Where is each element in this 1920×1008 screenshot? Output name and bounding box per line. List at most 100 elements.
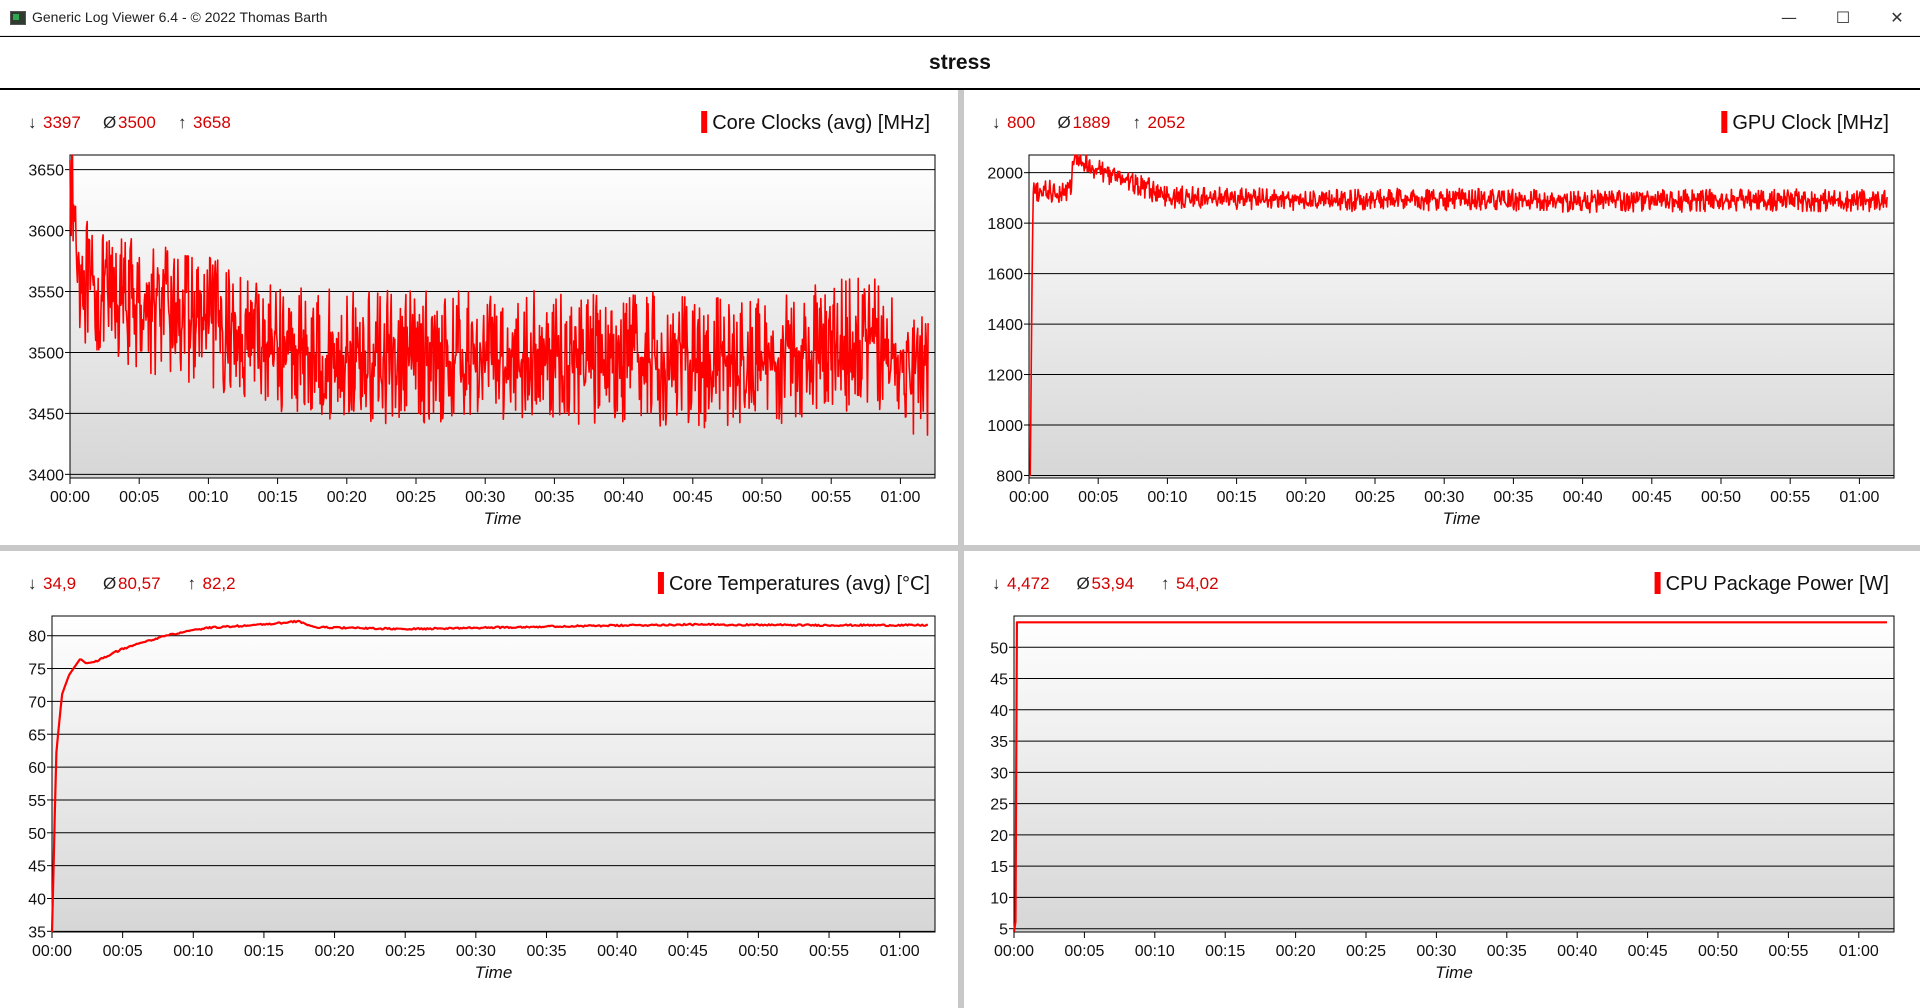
x-tick-label: 00:40 [1563, 489, 1603, 506]
series-line-core-clocks-avg-mhz [69, 154, 929, 436]
x-tick-label: 00:25 [385, 943, 425, 960]
x-tick-label: 00:15 [244, 943, 284, 960]
x-tick-label: 00:10 [173, 943, 213, 960]
chart-svg: ↓ 800 Ø 1889 ↑ 2052 GPU Clock [MHz] 800 1000 1200… [987, 111, 1895, 528]
chart-title: GPU Clock [MHz] [1732, 112, 1889, 134]
y-tick-label: 55 [28, 793, 46, 810]
x-tick-label: 00:50 [1701, 489, 1741, 506]
x-tick-label: 00:05 [103, 943, 143, 960]
y-tick-label: 25 [990, 797, 1008, 814]
x-tick-label: 00:35 [526, 943, 566, 960]
x-tick-label: 00:30 [465, 489, 505, 506]
stat-min-value: 3397 [43, 113, 81, 132]
stat-max-value: 2052 [1148, 113, 1186, 132]
x-tick-label: 00:05 [119, 489, 159, 506]
series-line-gpu-clock-mhz [1028, 154, 1888, 477]
x-tick-label: 00:10 [1135, 943, 1175, 960]
stat-max-value: 3658 [193, 113, 231, 132]
plot-area [51, 615, 936, 933]
y-tick-label: 1600 [987, 267, 1023, 284]
y-tick-label: 800 [996, 468, 1023, 485]
y-tick-label: 5 [999, 922, 1008, 939]
y-tick-label: 50 [28, 826, 46, 843]
y-tick-label: 1400 [987, 317, 1023, 334]
stat-avg-value: 3500 [118, 113, 156, 132]
horizontal-splitter[interactable] [0, 545, 1920, 551]
x-tick-label: 00:30 [456, 943, 496, 960]
plot-area [1013, 615, 1895, 933]
stat-avg-value: 53,94 [1092, 574, 1135, 593]
legend-swatch [701, 111, 708, 133]
stat-max-icon: ↑ [188, 574, 197, 593]
stat-min-icon: ↓ [992, 574, 1001, 593]
x-tick-label: 01:00 [880, 489, 920, 506]
stat-min-value: 800 [1007, 113, 1035, 132]
stat-max-icon: ↑ [1161, 574, 1170, 593]
stat-avg-icon: Ø [103, 113, 116, 132]
chart-panel-core-clocks: ↓ 3397 Ø 3500 ↑ 3658 Core Clocks (avg) [MHz] 34… [0, 90, 958, 545]
close-button[interactable]: ✕ [1890, 8, 1904, 27]
chart-panel-core-temperatures: ↓ 34,9 Ø 80,57 ↑ 82,2 Core Temperatures (avg) … [0, 551, 958, 1008]
legend-swatch [1654, 572, 1661, 594]
stat-min-icon: ↓ [28, 574, 37, 593]
y-tick-label: 1000 [987, 418, 1023, 435]
x-tick-label: 00:40 [1557, 943, 1597, 960]
app-icon [10, 11, 26, 25]
x-tick-label: 00:45 [1628, 943, 1668, 960]
x-tick-label: 00:00 [994, 943, 1034, 960]
x-tick-label: 01:00 [880, 943, 920, 960]
x-tick-label: 00:25 [1355, 489, 1395, 506]
maximize-button[interactable]: ☐ [1835, 8, 1851, 27]
x-tick-label: 00:40 [597, 943, 637, 960]
x-tick-label: 00:00 [50, 489, 90, 506]
x-tick-label: 00:45 [673, 489, 713, 506]
chart-title: Core Temperatures (avg) [°C] [669, 573, 930, 595]
window-title: Generic Log Viewer 6.4 - © 2022 Thomas B… [32, 9, 328, 25]
series-line-core-temperatures-avg-c [50, 619, 928, 933]
stat-max-icon: ↑ [178, 113, 187, 132]
stat-min-value: 4,472 [1007, 574, 1050, 593]
x-axis-label: Time [1435, 963, 1473, 982]
y-tick-label: 3400 [28, 467, 64, 484]
stat-min-icon: ↓ [28, 113, 37, 132]
x-tick-label: 00:35 [534, 489, 574, 506]
x-tick-label: 00:50 [1698, 943, 1738, 960]
y-tick-label: 65 [28, 727, 46, 744]
x-tick-label: 00:20 [1276, 943, 1316, 960]
y-tick-label: 30 [990, 765, 1008, 782]
x-tick-label: 00:15 [258, 489, 298, 506]
legend-swatch [1721, 111, 1728, 133]
x-tick-label: 00:25 [396, 489, 436, 506]
stat-min-icon: ↓ [992, 113, 1001, 132]
y-tick-label: 80 [28, 629, 46, 646]
page-title: stress [929, 50, 991, 74]
y-tick-label: 70 [28, 694, 46, 711]
chart-title: CPU Package Power [W] [1666, 573, 1889, 595]
plot-area [1028, 154, 1895, 479]
x-tick-label: 00:05 [1078, 489, 1118, 506]
stat-avg-icon: Ø [103, 574, 116, 593]
y-tick-label: 20 [990, 828, 1008, 845]
y-tick-label: 45 [28, 859, 46, 876]
x-tick-label: 00:45 [668, 943, 708, 960]
x-tick-label: 00:10 [1147, 489, 1187, 506]
x-tick-label: 00:20 [315, 943, 355, 960]
y-tick-label: 3600 [28, 224, 64, 241]
y-tick-label: 75 [28, 662, 46, 679]
x-tick-label: 00:10 [188, 489, 228, 506]
x-tick-label: 00:50 [742, 489, 782, 506]
y-tick-label: 45 [990, 672, 1008, 689]
chart-title: Core Clocks (avg) [MHz] [712, 112, 930, 134]
y-tick-label: 1200 [987, 368, 1023, 385]
minimize-button[interactable]: — [1781, 8, 1797, 27]
series-line-cpu-package-power-w [1012, 621, 1887, 932]
stat-max-value: 82,2 [203, 574, 236, 593]
x-tick-label: 00:20 [1286, 489, 1326, 506]
x-tick-label: 00:45 [1632, 489, 1672, 506]
x-tick-label: 00:35 [1487, 943, 1527, 960]
stat-avg-value: 1889 [1073, 113, 1111, 132]
x-tick-label: 01:00 [1839, 489, 1879, 506]
y-tick-label: 1800 [987, 216, 1023, 233]
stat-avg-value: 80,57 [118, 574, 161, 593]
x-tick-label: 00:30 [1424, 489, 1464, 506]
